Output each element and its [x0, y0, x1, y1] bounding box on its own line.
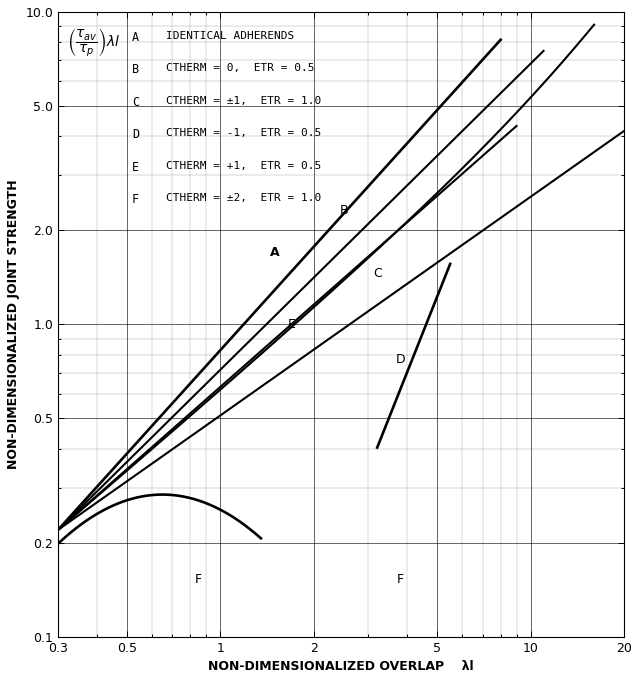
X-axis label: NON-DIMENSIONALIZED OVERLAP    λl: NON-DIMENSIONALIZED OVERLAP λl: [208, 660, 474, 673]
Text: A: A: [270, 246, 280, 259]
Text: F: F: [132, 193, 139, 206]
Text: CTHERM = +1,  ETR = 0.5: CTHERM = +1, ETR = 0.5: [166, 160, 321, 171]
Text: D: D: [132, 128, 139, 141]
Text: C: C: [373, 267, 381, 279]
Text: D: D: [396, 354, 405, 367]
Text: CTHERM = -1,  ETR = 0.5: CTHERM = -1, ETR = 0.5: [166, 128, 321, 138]
Text: E: E: [132, 160, 139, 173]
Text: E: E: [288, 318, 296, 331]
Text: F: F: [195, 573, 202, 586]
Text: C: C: [132, 96, 139, 109]
Text: CTHERM = 0,  ETR = 0.5: CTHERM = 0, ETR = 0.5: [166, 63, 314, 73]
Text: $\left(\dfrac{\tau_{av}}{\tau_p}\right)\lambda l$: $\left(\dfrac{\tau_{av}}{\tau_p}\right)\…: [67, 27, 121, 59]
Text: CTHERM = ±2,  ETR = 1.0: CTHERM = ±2, ETR = 1.0: [166, 193, 321, 203]
Text: B: B: [132, 63, 139, 76]
Y-axis label: NON-DIMENSIONALIZED JOINT STRENGTH: NON-DIMENSIONALIZED JOINT STRENGTH: [7, 180, 20, 469]
Text: CTHERM = ±1,  ETR = 1.0: CTHERM = ±1, ETR = 1.0: [166, 96, 321, 105]
Text: B: B: [339, 204, 348, 218]
Text: IDENTICAL ADHERENDS: IDENTICAL ADHERENDS: [166, 31, 294, 41]
Text: F: F: [397, 573, 404, 586]
Text: A: A: [132, 31, 139, 44]
